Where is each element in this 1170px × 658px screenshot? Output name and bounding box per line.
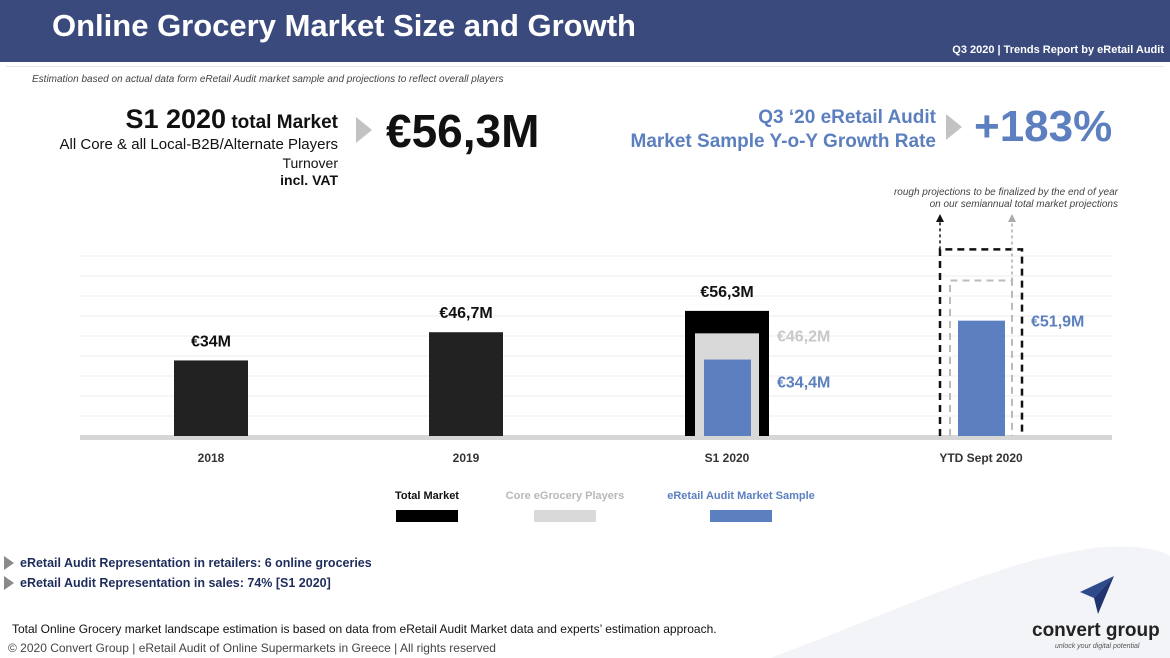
page-title: Online Grocery Market Size and Growth [52,8,636,43]
paper-plane-icon [1080,576,1114,614]
representation-bullets: eRetail Audit Representation in retailer… [4,554,372,594]
kpi-market-scope: All Core & all Local-B2B/Alternate Playe… [59,136,338,153]
market-size-chart: 2018 €34M 2019 €46,7M S1 2020 €56,3M €46,2M €34… [80,214,1112,465]
kpi-market-label: S1 2020 total Market All Core & all Loca… [60,104,338,188]
legend-item-core-players: Core eGrocery Players [500,490,630,522]
logo-name: convert group [1032,620,1160,641]
data-label-core-players: €46,2M [777,328,830,345]
bullet-triangle-icon [4,576,14,590]
bullet-item: eRetail Audit Representation in retailer… [4,554,372,574]
x-tick-label: 2019 [453,451,480,465]
report-subtitle: Q3 2020 | Trends Report by eRetail Audit [952,44,1164,56]
x-axis-baseline [80,435,1112,440]
bar-audit-sample [958,320,1005,436]
data-label-audit-sample: €51,9M [1031,314,1084,331]
kpi-growth-value: +183% [974,102,1113,151]
bullet-triangle-icon [4,556,14,570]
legend-swatch [396,510,458,522]
estimation-note: Estimation based on actual data form eRe… [32,74,504,85]
kpi-market-title: total Market [231,112,338,133]
logo-tagline: unlock your digital potential [1055,643,1140,650]
legend-item-audit-sample: eRetail Audit Market Sample [656,490,826,522]
x-tick-label: 2018 [198,451,225,465]
projection-note-line2: on our semiannual total market projectio… [929,199,1118,210]
data-label-total-market: €46,7M [439,305,492,322]
data-label-audit-sample: €34,4M [777,375,830,392]
divider [6,66,1164,67]
data-label-total-market: €34M [191,333,231,350]
kpi-market-vat: incl. VAT [280,172,338,188]
legend-label: eRetail Audit Market Sample [667,490,815,502]
kpi-growth-label-line2: Market Sample Y-o-Y Growth Rate [630,131,937,152]
bar-total-market [174,360,248,436]
header-banner: Online Grocery Market Size and Growth Q3… [0,0,1170,62]
footnote: Total Online Grocery market landscape es… [12,622,717,636]
kpi-market-period: S1 2020 [125,104,227,134]
arrow-up-icon [936,214,944,222]
chart-legend: Total Market Core eGrocery Players eReta… [0,490,1170,530]
kpi-growth-label-line1: Q3 ‘20 eRetail Audit [758,107,936,128]
bullet-item: eRetail Audit Representation in sales: 7… [4,574,372,594]
x-tick-label: YTD Sept 2020 [939,451,1023,465]
legend-label: Core eGrocery Players [505,490,625,502]
kpi-market-value: €56,3M [386,105,540,157]
data-label-total-market: €56,3M [700,284,753,301]
legend-swatch [710,510,772,522]
projection-note-line1: rough projections to be finalized by the… [893,187,1118,198]
projection-outline-core [949,279,1013,436]
projection-note: rough projections to be finalized by the… [894,187,1118,211]
legend-swatch [534,510,596,522]
arrow-right-icon [356,117,372,143]
x-tick-label: S1 2020 [705,451,750,465]
kpi-growth-label: Q3 ‘20 eRetail Audit Market Sample Y-o-Y… [631,106,937,154]
kpi-market-turnover: Turnover [282,155,338,171]
legend-item-total-market: Total Market [384,490,470,522]
bar-total-market [429,332,503,436]
copyright: © 2020 Convert Group | eRetail Audit of … [8,641,496,655]
arrow-up-icon [1008,214,1016,222]
arrow-right-icon [946,114,962,140]
legend-label: Total Market [395,490,459,502]
projection-outline-total [938,248,1024,436]
bar-audit-sample [704,359,751,436]
